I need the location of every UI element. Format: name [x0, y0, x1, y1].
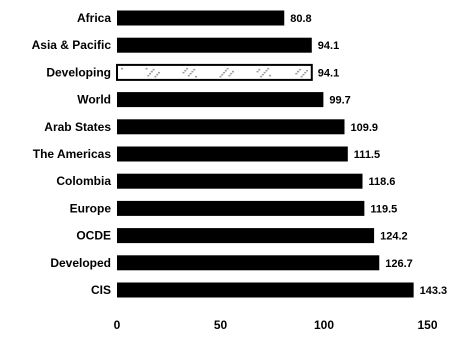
bar-texture-dot — [230, 72, 233, 75]
value-label-colombia: 118.6 — [369, 176, 396, 188]
category-label-arab-states: Arab States — [44, 120, 111, 134]
bar-asia-and-pacific — [117, 37, 312, 53]
bar-texture-dot — [267, 67, 270, 70]
bar-texture-dot — [228, 74, 231, 77]
category-label-ocde: OCDE — [76, 229, 111, 243]
bar-africa — [117, 10, 285, 26]
bar-texture-dot — [297, 70, 300, 73]
category-label-world: World — [77, 93, 111, 107]
category-labels-group: Africa Asia & Pacific Developing World Arab … — [32, 11, 112, 297]
value-label-africa: 80.8 — [290, 13, 311, 25]
bar-texture-dot — [300, 75, 303, 78]
bar-texture-dot — [261, 73, 264, 76]
bar-texture-dot — [226, 67, 229, 70]
bar-texture-dot — [260, 75, 263, 78]
bars-group — [116, 10, 414, 298]
bar-texture-dot — [145, 67, 148, 70]
value-label-europe: 119.5 — [370, 203, 397, 215]
bar-texture-dot — [193, 68, 196, 71]
bar-texture-dot — [219, 75, 222, 78]
bar-texture-dot — [232, 70, 234, 73]
category-label-developing: Developing — [46, 65, 111, 79]
category-label-asia-and-pacific: Asia & Pacific — [32, 38, 112, 52]
bar-texture-dot — [298, 68, 301, 71]
bar-texture-dot — [187, 74, 190, 77]
bar-texture-dot — [184, 69, 187, 72]
bar-the-americas — [117, 146, 348, 162]
bar-texture-dot — [189, 72, 192, 75]
value-label-the-americas: 111.5 — [354, 149, 380, 161]
bar-texture-dot — [195, 75, 197, 78]
x-tick-label-0: 0 — [114, 318, 121, 332]
value-label-developing: 94.1 — [318, 67, 339, 79]
bar-ocde — [117, 228, 375, 244]
value-label-arab-states: 109.9 — [350, 122, 378, 134]
value-label-cis: 143.3 — [420, 285, 448, 297]
bar-texture-dot — [306, 69, 308, 72]
category-label-cis: CIS — [91, 283, 111, 297]
bar-world — [117, 92, 324, 108]
bar-cis — [117, 282, 414, 298]
bar-developed — [117, 255, 380, 271]
bar-colombia — [117, 173, 363, 189]
bar-texture-dot — [154, 75, 157, 78]
value-label-developed: 126.7 — [385, 258, 413, 270]
bar-texture-dot — [150, 70, 153, 73]
bar-texture-dot — [182, 71, 185, 74]
bar-texture-dot — [158, 71, 160, 74]
bar-texture-dot — [295, 72, 298, 75]
category-label-europe: Europe — [70, 201, 112, 215]
category-label-the-americas: The Americas — [33, 147, 112, 161]
bar-texture-dot — [304, 71, 307, 74]
value-labels-group: 80.8 94.1 94.1 99.7 109.9 111.5 118.6 119.5 124.… — [290, 13, 447, 297]
bar-texture-dot — [258, 68, 261, 71]
x-tick-label-50: 50 — [214, 318, 228, 332]
bar-texture-dot — [224, 69, 227, 72]
bar-texture-dot — [186, 67, 189, 70]
category-label-developed: Developed — [50, 256, 111, 270]
bar-texture-dot — [121, 67, 123, 70]
bar-texture-dot — [149, 72, 152, 75]
bar-texture-dot — [191, 70, 194, 73]
bar-texture-dot — [152, 68, 155, 71]
bar-europe — [117, 200, 365, 216]
bar-texture-dot — [256, 70, 259, 73]
value-label-ocde: 124.2 — [380, 231, 408, 243]
bar-texture-dot — [269, 74, 271, 77]
bar-texture-dot — [147, 74, 150, 77]
category-label-africa: Africa — [77, 11, 111, 25]
bar-texture-dot — [223, 71, 226, 74]
category-label-colombia: Colombia — [56, 174, 111, 188]
bar-developing — [116, 63, 313, 81]
bar-texture-dot — [156, 73, 159, 76]
bar-texture-dot — [263, 71, 266, 74]
bar-arab-states — [117, 119, 345, 135]
bar-texture-dot — [265, 69, 268, 72]
value-label-asia-and-pacific: 94.1 — [318, 40, 339, 52]
x-axis-ticks-group: 0 50 100 150 — [114, 318, 438, 332]
bar-texture-dot — [302, 73, 305, 76]
value-label-world: 99.7 — [329, 95, 350, 107]
bar-texture-dot — [221, 73, 224, 76]
x-tick-label-100: 100 — [314, 318, 334, 332]
x-tick-label-150: 150 — [417, 318, 437, 332]
